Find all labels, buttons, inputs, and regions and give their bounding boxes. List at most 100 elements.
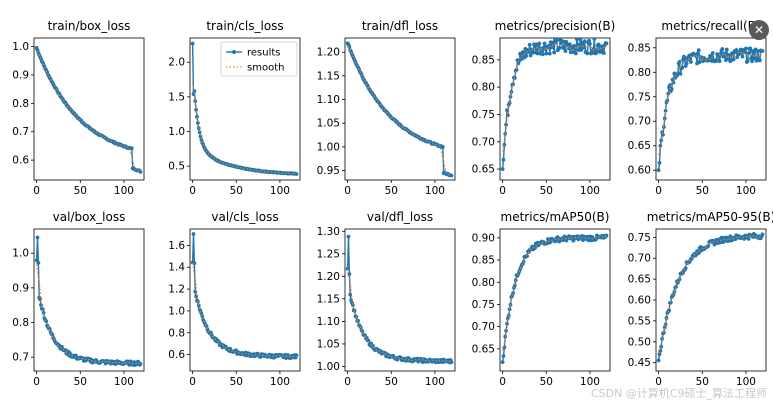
results-point — [544, 51, 549, 56]
results-point — [587, 38, 591, 43]
results-point — [524, 54, 529, 58]
y-tick-label: 0.85 — [628, 42, 651, 54]
results-point — [665, 98, 670, 103]
y-tick-label: 0.8 — [12, 98, 29, 110]
results-point — [662, 325, 667, 330]
axes-frame — [499, 228, 611, 372]
results-point — [689, 60, 693, 64]
y-tick-label: 0.75 — [472, 299, 495, 311]
subplot-metrics-recall-b-: metrics/recall(B) 0 50 100 0.60 0.65 0.70 0.75 0… — [628, 19, 767, 197]
results-point — [735, 55, 740, 60]
results-line — [191, 234, 298, 360]
subplot-metrics-precision-b-: metrics/precision(B) 0 50 100 0.65 0.70 0.75 0.… — [472, 19, 616, 197]
results-point — [740, 54, 745, 59]
watermark-text: CSDN @计算机C9硕士_算法工程师 — [590, 387, 767, 400]
y-tick-label: 0.9 — [12, 69, 29, 81]
axes-frame — [33, 228, 145, 372]
results-point — [745, 58, 750, 63]
y-tick-label: 0.60 — [628, 295, 651, 307]
results-point — [668, 300, 673, 305]
results-point — [594, 51, 598, 56]
results-point — [449, 360, 454, 365]
x-tick-label: 100 — [736, 376, 756, 388]
x-tick-label: 100 — [270, 185, 290, 197]
x-tick-label: 50 — [74, 185, 87, 197]
results-point — [720, 47, 725, 51]
results-point — [346, 234, 351, 239]
results-point — [671, 80, 676, 85]
results-point — [680, 65, 685, 70]
results-point — [40, 307, 45, 312]
results-point — [696, 251, 701, 255]
x-tick-label: 50 — [696, 185, 709, 197]
results-point — [744, 46, 748, 51]
results-point — [678, 71, 683, 76]
y-tick-label: 1.15 — [317, 293, 340, 305]
results-line — [657, 46, 763, 171]
subplot-val-box-loss: val/box_loss 0 50 100 0.7 0.8 0.9 1.0 — [12, 210, 145, 388]
results-point — [36, 261, 41, 265]
axes-frame — [33, 37, 145, 181]
smooth-line — [502, 43, 607, 152]
y-tick-label: 1.05 — [317, 118, 340, 130]
results-point — [294, 353, 299, 358]
y-tick-label: 1.10 — [317, 94, 340, 106]
subplot-val-cls-loss: val/cls_loss 0 50 100 0.6 0.8 1.0 1.2 1.4 1.6 — [168, 210, 301, 388]
results-line — [35, 47, 142, 173]
results-point — [752, 50, 757, 55]
x-tick-label: 0 — [189, 376, 196, 388]
y-tick-label: 0.65 — [628, 274, 651, 286]
results-point — [746, 236, 751, 241]
results-point — [44, 319, 49, 324]
results-point — [710, 51, 715, 55]
results-point — [697, 60, 702, 64]
results-point — [696, 48, 701, 53]
x-tick-label: 100 — [580, 185, 600, 197]
subplot-title: train/cls_loss — [206, 19, 283, 33]
y-tick-label: 2.0 — [168, 57, 185, 69]
results-point — [601, 51, 606, 56]
y-tick-label: 0.75 — [628, 91, 651, 103]
results-point — [717, 59, 722, 64]
results-point — [585, 51, 590, 56]
smooth-line — [347, 45, 452, 176]
smooth-line — [36, 264, 141, 365]
subplot-train-box-loss: train/box_loss 0 50 100 0.6 0.7 0.8 0.9 1.0 — [12, 19, 145, 197]
results-point — [658, 143, 663, 148]
y-tick-label: 1.00 — [317, 361, 340, 373]
y-tick-label: 0.50 — [628, 336, 651, 348]
y-tick-label: 1.30 — [317, 226, 340, 238]
results-point — [757, 58, 762, 63]
results-point — [575, 42, 580, 47]
y-tick-label: 1.0 — [12, 248, 29, 260]
results-point — [552, 50, 557, 55]
x-tick-label: 0 — [344, 185, 351, 197]
results-point — [677, 60, 682, 64]
legend-smooth-label: smooth — [247, 63, 284, 74]
results-point — [657, 161, 662, 165]
results-point — [500, 167, 505, 171]
y-tick-label: 0.6 — [168, 349, 185, 361]
y-tick-label: 0.45 — [628, 357, 651, 369]
subplot-title: val/dfl_loss — [367, 210, 433, 224]
results-point — [656, 168, 661, 173]
y-tick-label: 1.2 — [168, 284, 185, 296]
y-tick-label: 0.85 — [472, 54, 495, 66]
results-point — [191, 232, 196, 236]
subplot-train-cls-loss: train/cls_loss 0 50 100 0.5 1.0 1.5 2.0 results s… — [168, 19, 301, 197]
results-point — [194, 107, 199, 112]
axes-frame — [655, 228, 767, 372]
y-tick-label: 0.55 — [628, 315, 651, 327]
results-point — [542, 41, 547, 46]
close-icon[interactable]: ✕ — [749, 20, 769, 40]
results-point — [574, 38, 579, 42]
x-tick-label: 100 — [114, 185, 134, 197]
y-tick-label: 1.4 — [168, 262, 185, 274]
subplot-metrics-map50-b-: metrics/mAP50(B) 0 50 100 0.65 0.70 0.75 0.80 0.… — [472, 210, 611, 388]
results-point — [547, 51, 552, 56]
results-point — [198, 134, 203, 139]
results-point — [572, 44, 577, 48]
results-point — [662, 116, 667, 121]
